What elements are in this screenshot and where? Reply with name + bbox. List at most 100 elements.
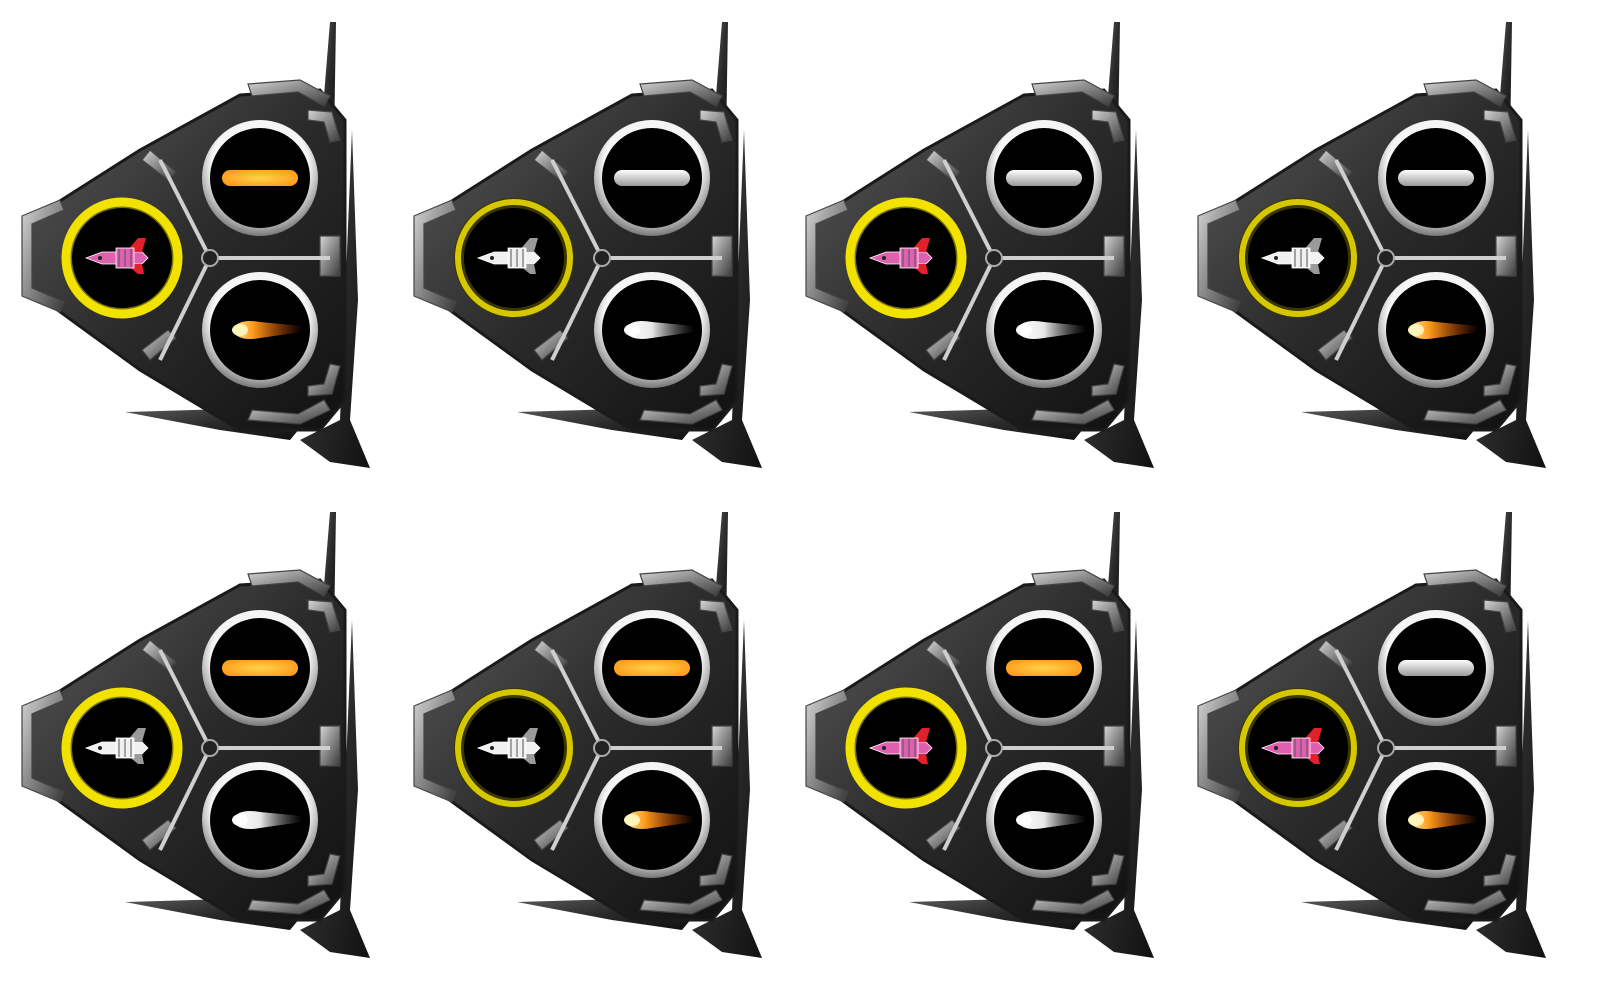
plasma-flame-icon (232, 811, 302, 829)
center-hub (985, 739, 1003, 757)
hud-frame (21, 22, 370, 468)
metal-bracket (1423, 569, 1507, 597)
laser-bar-icon (1006, 170, 1082, 186)
metal-bracket (1483, 853, 1517, 887)
plasma-weapon-button[interactable] (986, 762, 1102, 878)
plasma-weapon-button[interactable] (202, 272, 318, 388)
metal-bracket (1091, 363, 1125, 397)
metal-bracket (1483, 363, 1517, 397)
plasma-flame-icon (1016, 811, 1086, 829)
ship-select-button[interactable] (1238, 688, 1358, 808)
plasma-flame-icon (1016, 321, 1086, 339)
rocket-ship-icon (868, 728, 933, 764)
weapon-selector-state-1 (0, 0, 400, 500)
rocket-ship-icon (84, 728, 149, 764)
metal-bracket (1483, 109, 1517, 143)
plasma-flame-icon (624, 321, 694, 339)
plasma-flame-icon (1408, 321, 1478, 339)
ship-select-button[interactable] (454, 688, 574, 808)
laser-weapon-button[interactable] (202, 120, 318, 236)
weapon-selector-state-5 (0, 490, 400, 990)
weapon-selector-state-3 (784, 0, 1184, 500)
metal-bracket (1031, 79, 1115, 107)
metal-bracket (805, 199, 849, 313)
metal-bracket (639, 79, 723, 107)
metal-bracket (1091, 109, 1125, 143)
plasma-weapon-button[interactable] (986, 272, 1102, 388)
divider-lines (550, 649, 722, 851)
metal-bracket (21, 689, 65, 803)
rocket-ship-icon (84, 238, 149, 274)
plasma-weapon-button[interactable] (1378, 762, 1494, 878)
plasma-weapon-button[interactable] (594, 762, 710, 878)
laser-weapon-button[interactable] (594, 120, 710, 236)
weapon-selector-state-2 (392, 0, 792, 500)
laser-bar-icon (1398, 170, 1474, 186)
metal-bracket (699, 853, 733, 887)
metal-bracket (307, 853, 341, 887)
metal-bracket (699, 599, 733, 633)
rocket-ship-icon (1260, 728, 1325, 764)
laser-weapon-button[interactable] (594, 610, 710, 726)
plasma-flame-icon (232, 321, 302, 339)
metal-bracket (639, 399, 723, 425)
plasma-weapon-button[interactable] (1378, 272, 1494, 388)
metal-bracket (699, 363, 733, 397)
right-fin (300, 620, 370, 958)
ship-ring-yellow (61, 687, 183, 809)
center-hub (1377, 249, 1395, 267)
divider-lines (942, 649, 1114, 851)
weapon-selector-state-8 (1176, 490, 1576, 990)
hud-frame (413, 512, 762, 958)
hud-frame (1197, 512, 1546, 958)
hud-frame (21, 512, 370, 958)
metal-bracket (1197, 689, 1241, 803)
center-hub (201, 739, 219, 757)
center-hub (201, 249, 219, 267)
laser-weapon-button[interactable] (1378, 120, 1494, 236)
plasma-weapon-button[interactable] (594, 272, 710, 388)
right-fin (692, 130, 762, 468)
metal-bracket (247, 889, 331, 915)
divider-lines (1334, 159, 1506, 361)
ship-select-button[interactable] (454, 198, 574, 318)
laser-weapon-button[interactable] (986, 610, 1102, 726)
ship-select-button[interactable] (61, 687, 183, 809)
ship-select-button[interactable] (1238, 198, 1358, 318)
ship-select-button[interactable] (61, 197, 183, 319)
laser-bar-icon (222, 170, 298, 186)
rocket-ship-icon (476, 238, 541, 274)
plasma-flame-icon (624, 811, 694, 829)
metal-bracket (699, 109, 733, 143)
metal-bracket (1197, 199, 1241, 313)
laser-bar-icon (614, 170, 690, 186)
metal-bracket (247, 399, 331, 425)
right-fin (1476, 130, 1546, 468)
laser-bar-icon (222, 660, 298, 676)
ship-select-button[interactable] (845, 687, 967, 809)
plasma-weapon-button[interactable] (202, 762, 318, 878)
laser-bar-icon (1006, 660, 1082, 676)
laser-weapon-button[interactable] (986, 120, 1102, 236)
laser-weapon-button[interactable] (1378, 610, 1494, 726)
divider-lines (158, 159, 330, 361)
divider-lines (158, 649, 330, 851)
metal-bracket (21, 199, 65, 313)
ship-ring-yellow (455, 689, 573, 807)
ship-ring-yellow (1239, 689, 1357, 807)
metal-bracket (307, 363, 341, 397)
laser-weapon-button[interactable] (202, 610, 318, 726)
ship-select-button[interactable] (845, 197, 967, 319)
plasma-flame-icon (1408, 811, 1478, 829)
weapon-selector-state-7 (784, 490, 1184, 990)
metal-bracket (639, 889, 723, 915)
hud-frame (805, 22, 1154, 468)
metal-bracket (1031, 399, 1115, 425)
center-hub (985, 249, 1003, 267)
laser-bar-icon (1398, 660, 1474, 676)
ship-ring-yellow (1239, 199, 1357, 317)
metal-bracket (307, 599, 341, 633)
center-hub (1377, 739, 1395, 757)
right-fin (1084, 130, 1154, 468)
